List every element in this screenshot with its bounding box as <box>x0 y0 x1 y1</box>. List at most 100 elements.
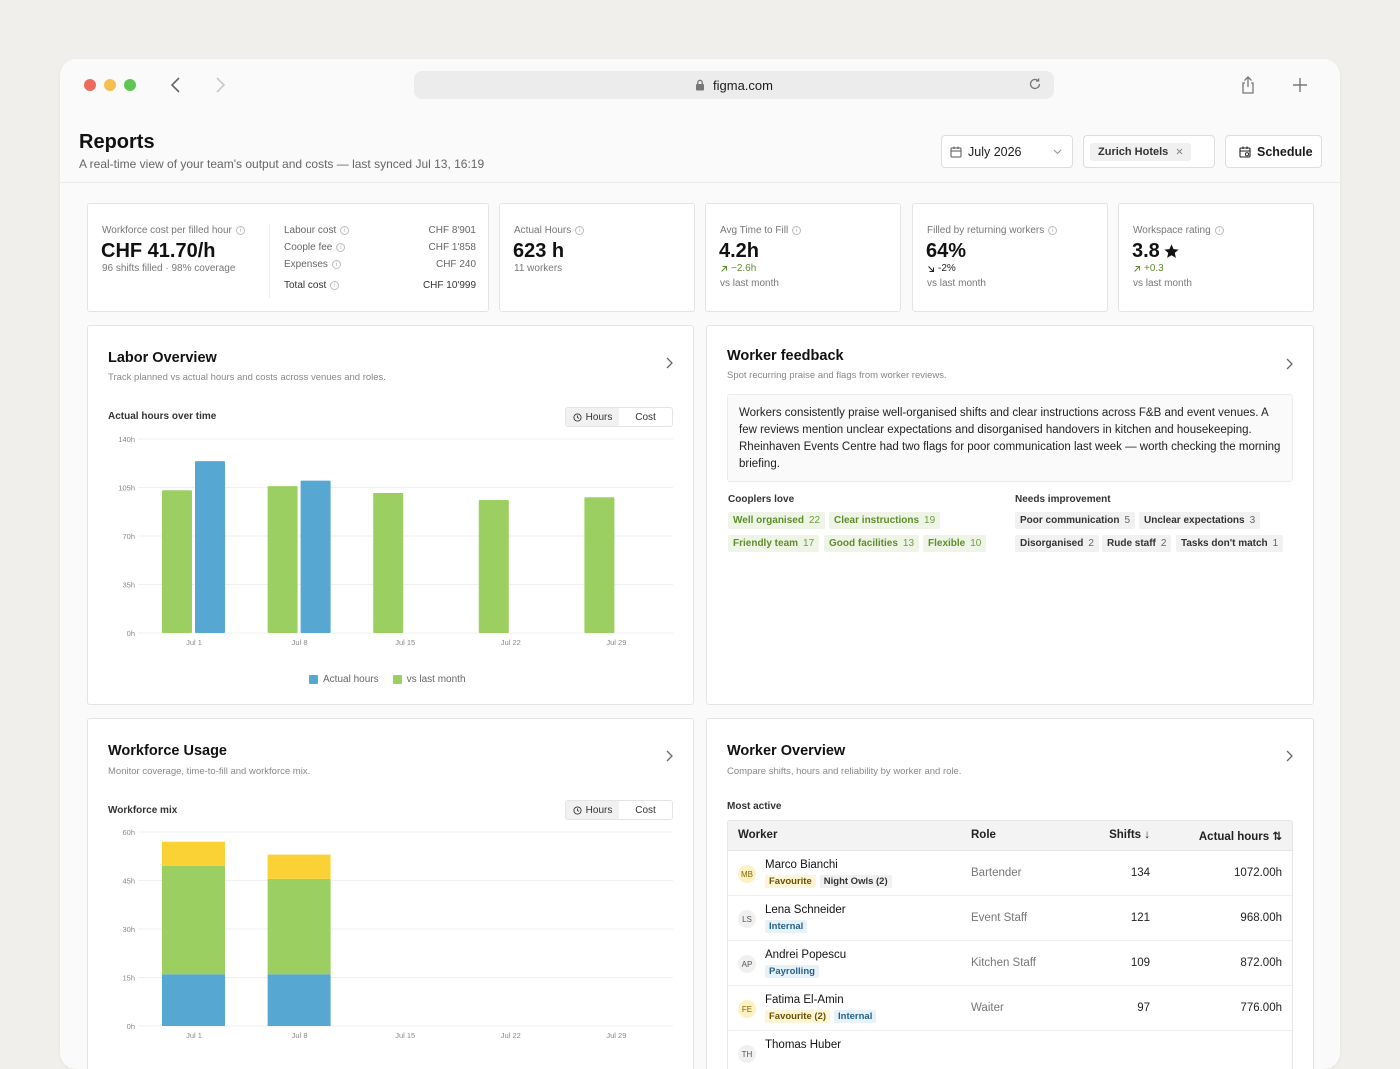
feedback-tag[interactable]: Friendly team 17 <box>728 535 820 552</box>
x-tick-label: Jul 1 <box>186 1031 202 1040</box>
remove-filter-icon[interactable] <box>1176 148 1183 155</box>
lock-icon <box>695 79 705 91</box>
tag-count: 2 <box>1160 538 1167 549</box>
col-shifts[interactable]: Shifts ↓ <box>1109 829 1150 841</box>
forward-icon[interactable] <box>208 73 232 97</box>
table-row[interactable]: TH Thomas Huber <box>728 1031 1292 1069</box>
arrow-up-right-icon <box>1133 265 1141 273</box>
schedule-label: Schedule <box>1257 144 1313 159</box>
worker-role: Waiter <box>971 1002 1004 1014</box>
col-worker[interactable]: Worker <box>738 829 778 841</box>
col-role[interactable]: Role <box>971 829 996 841</box>
section-title: Worker feedback <box>727 348 844 364</box>
toggle-cost-label: Cost <box>635 411 656 423</box>
minimize-window-button[interactable] <box>104 79 116 91</box>
info-icon[interactable]: i <box>792 226 802 235</box>
feedback-tag[interactable]: Tasks don't match 1 <box>1176 535 1284 552</box>
tag-label: Unclear expectations <box>1144 515 1245 526</box>
tag-label: Clear instructions <box>834 515 920 526</box>
toggle-hours[interactable]: Hours <box>566 801 619 819</box>
toggle-cost[interactable]: Cost <box>619 408 672 426</box>
new-tab-icon[interactable] <box>1288 73 1312 97</box>
chevron-right-icon[interactable] <box>1286 749 1293 767</box>
x-tick-label: Jul 22 <box>501 638 521 647</box>
legend-swatch <box>309 675 318 684</box>
feedback-tag[interactable]: Good facilities 13 <box>824 535 920 552</box>
kpi-label-text: Workspace rating <box>1133 225 1211 236</box>
info-icon[interactable]: i <box>330 281 340 290</box>
bar <box>478 499 509 633</box>
kpi-delta-value: −2.6h <box>731 263 757 274</box>
bar-segment <box>162 865 225 975</box>
improve-title: Needs improvement <box>1015 494 1111 505</box>
toggle-cost[interactable]: Cost <box>619 801 672 819</box>
tag-label: Rude staff <box>1107 538 1156 549</box>
y-tick-label: 60h <box>122 828 135 837</box>
feedback-tag[interactable]: Clear instructions 19 <box>829 512 941 529</box>
tag-label: Flexible <box>928 538 966 549</box>
table-row[interactable]: MB Marco Bianchi Favourite Night Owls (2… <box>728 851 1292 896</box>
info-icon[interactable]: i <box>1214 226 1224 235</box>
info-icon[interactable]: i <box>340 226 350 235</box>
kpi-label: Workforce cost per filled hour i <box>102 225 245 236</box>
chevron-right-icon[interactable] <box>666 749 673 767</box>
kpi-card-rating: Workspace rating i 3.8 +0.3 vs last month <box>1118 203 1314 312</box>
tag-label: Well organised <box>733 515 804 526</box>
feedback-tag[interactable]: Flexible 10 <box>923 535 987 552</box>
date-select[interactable]: July 2026 <box>941 135 1073 168</box>
reload-icon[interactable] <box>1028 77 1042 91</box>
kpi-delta-value: +0.3 <box>1144 263 1164 274</box>
feedback-tag[interactable]: Rude staff 2 <box>1102 535 1172 552</box>
worker-feedback-card: Worker feedback Spot recurring praise an… <box>706 325 1314 705</box>
page-header: Reports A real-time view of your team's … <box>60 111 1340 183</box>
table-row[interactable]: LS Lena Schneider Internal Event Staff 1… <box>728 896 1292 941</box>
chevron-right-icon[interactable] <box>666 356 673 374</box>
close-window-button[interactable] <box>84 79 96 91</box>
info-icon[interactable]: i <box>575 226 585 235</box>
feedback-tag[interactable]: Unclear expectations 3 <box>1139 512 1261 529</box>
cost-row: Labour cost i CHF 8'901 <box>284 225 476 236</box>
address-bar[interactable]: figma.com <box>414 71 1054 99</box>
cost-row-value: CHF 240 <box>435 259 476 270</box>
x-tick-label: Jul 15 <box>395 1031 415 1040</box>
bar <box>373 493 404 633</box>
url-text: figma.com <box>713 77 773 93</box>
bar-segment <box>162 841 225 866</box>
toggle-hours[interactable]: Hours <box>566 408 619 426</box>
info-icon[interactable]: i <box>235 226 245 235</box>
feedback-summary: Workers consistently praise well-organis… <box>727 394 1293 482</box>
bar <box>267 486 298 633</box>
kpi-value: 3.8 <box>1132 240 1180 263</box>
kpi-label: Actual Hours i <box>514 225 585 236</box>
worker-hours: 776.00h <box>1240 1002 1282 1014</box>
cost-row-value: CHF 8'901 <box>428 225 477 236</box>
page-title: Reports <box>79 131 155 153</box>
share-icon[interactable] <box>1236 73 1260 97</box>
back-icon[interactable] <box>164 73 188 97</box>
venue-filter[interactable]: Zurich Hotels <box>1083 135 1215 168</box>
table-row[interactable]: FE Fatima El-Amin Favourite (2) Internal… <box>728 986 1292 1031</box>
hours-cost-toggle: Hours Cost <box>565 800 673 820</box>
browser-chrome: figma.com <box>60 59 1340 111</box>
feedback-tag[interactable]: Disorganised 2 <box>1015 535 1099 552</box>
worker-tag: Internal <box>834 1010 877 1023</box>
maximize-window-button[interactable] <box>124 79 136 91</box>
y-tick-label: 35h <box>122 581 135 590</box>
feedback-tag[interactable]: Poor communication 5 <box>1015 512 1136 529</box>
section-title: Workforce Usage <box>108 743 227 759</box>
tag-count: 2 <box>1088 538 1094 549</box>
info-icon[interactable]: i <box>336 243 346 252</box>
browser-window: figma.com Reports A real-time view of yo… <box>60 59 1340 1069</box>
worker-role: Kitchen Staff <box>971 957 1036 969</box>
chevron-right-icon[interactable] <box>1286 357 1293 375</box>
col-hours[interactable]: Actual hours ⇅ <box>1198 831 1282 843</box>
info-icon[interactable]: i <box>331 260 341 269</box>
info-icon[interactable]: i <box>1048 226 1058 235</box>
schedule-button[interactable]: Schedule <box>1225 135 1322 168</box>
kpi-value: 623 h <box>513 240 565 262</box>
table-row[interactable]: AP Andrei Popescu Payrolling Kitchen Sta… <box>728 941 1292 986</box>
kpi-value: 4.2h <box>719 240 760 262</box>
feedback-tag[interactable]: Well organised 22 <box>728 512 826 529</box>
workforce-usage-card: Workforce Usage Monitor coverage, time-t… <box>87 718 694 1069</box>
section-subtitle: Monitor coverage, time-to-fill and workf… <box>108 766 311 777</box>
